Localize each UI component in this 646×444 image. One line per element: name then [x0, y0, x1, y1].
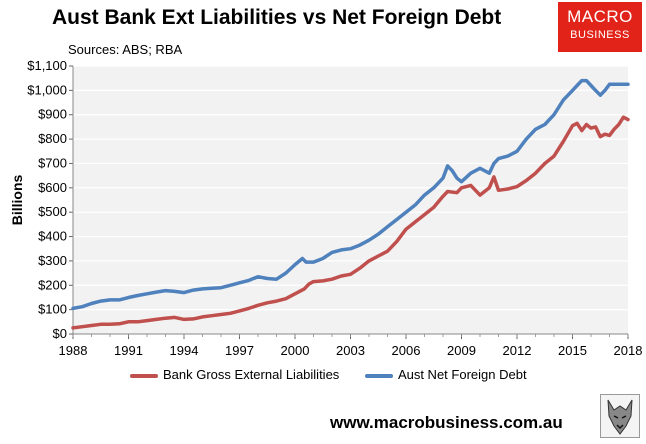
legend-swatch — [364, 373, 393, 378]
y-tick-label: $800 — [38, 131, 67, 146]
series-line-bank-liabilities — [71, 115, 630, 330]
x-tick-label: 2018 — [614, 343, 643, 358]
x-tick-label: 2012 — [503, 343, 532, 358]
y-tick-label: $700 — [38, 155, 67, 170]
legend-label: Bank Gross External Liabilities — [163, 367, 340, 382]
wolf-logo-icon — [600, 394, 640, 438]
y-tick-label: $300 — [38, 253, 67, 268]
y-tick-label: $900 — [38, 107, 67, 122]
y-tick-label: $100 — [38, 302, 67, 317]
y-tick-label: $200 — [38, 277, 67, 292]
y-tick-label: $0 — [53, 326, 67, 341]
legend-swatch — [130, 373, 158, 378]
x-tick-label: 2000 — [281, 343, 310, 358]
chart-title: Aust Bank Ext Liabilities vs Net Foreign… — [52, 6, 502, 29]
logo-line1: MACRO — [567, 7, 633, 26]
legend-item-net-foreign-debt: Aust Net Foreign Debt — [364, 367, 527, 382]
series-line-net-foreign-debt — [71, 78, 630, 311]
y-tick-label: $600 — [38, 180, 67, 195]
y-tick-label: $1,000 — [27, 82, 67, 97]
legend-label: Aust Net Foreign Debt — [397, 367, 527, 382]
x-tick-label: 2003 — [336, 343, 365, 358]
y-tick-label: $500 — [38, 204, 67, 219]
y-tick-label: $1,100 — [27, 58, 67, 73]
chart-sources: Sources: ABS; RBA — [68, 42, 183, 57]
chart-legend: Bank Gross External Liabilities Aust Net… — [130, 367, 549, 382]
legend-item-bank-liabilities: Bank Gross External Liabilities — [130, 367, 339, 382]
footer-url: www.macrobusiness.com.au — [330, 413, 563, 432]
x-tick-label: 1988 — [59, 343, 88, 358]
y-axis-label: Billions — [9, 175, 25, 226]
x-tick-label: 2015 — [558, 343, 587, 358]
macrobusiness-logo: MACRO BUSINESS — [558, 2, 642, 52]
x-tick-label: 2006 — [392, 343, 421, 358]
logo-line2: BUSINESS — [570, 29, 630, 41]
y-tick-label: $400 — [38, 229, 67, 244]
x-tick-label: 1994 — [170, 343, 199, 358]
x-tick-label: 1991 — [114, 343, 143, 358]
x-tick-label: 1997 — [225, 343, 254, 358]
x-tick-label: 2009 — [447, 343, 476, 358]
